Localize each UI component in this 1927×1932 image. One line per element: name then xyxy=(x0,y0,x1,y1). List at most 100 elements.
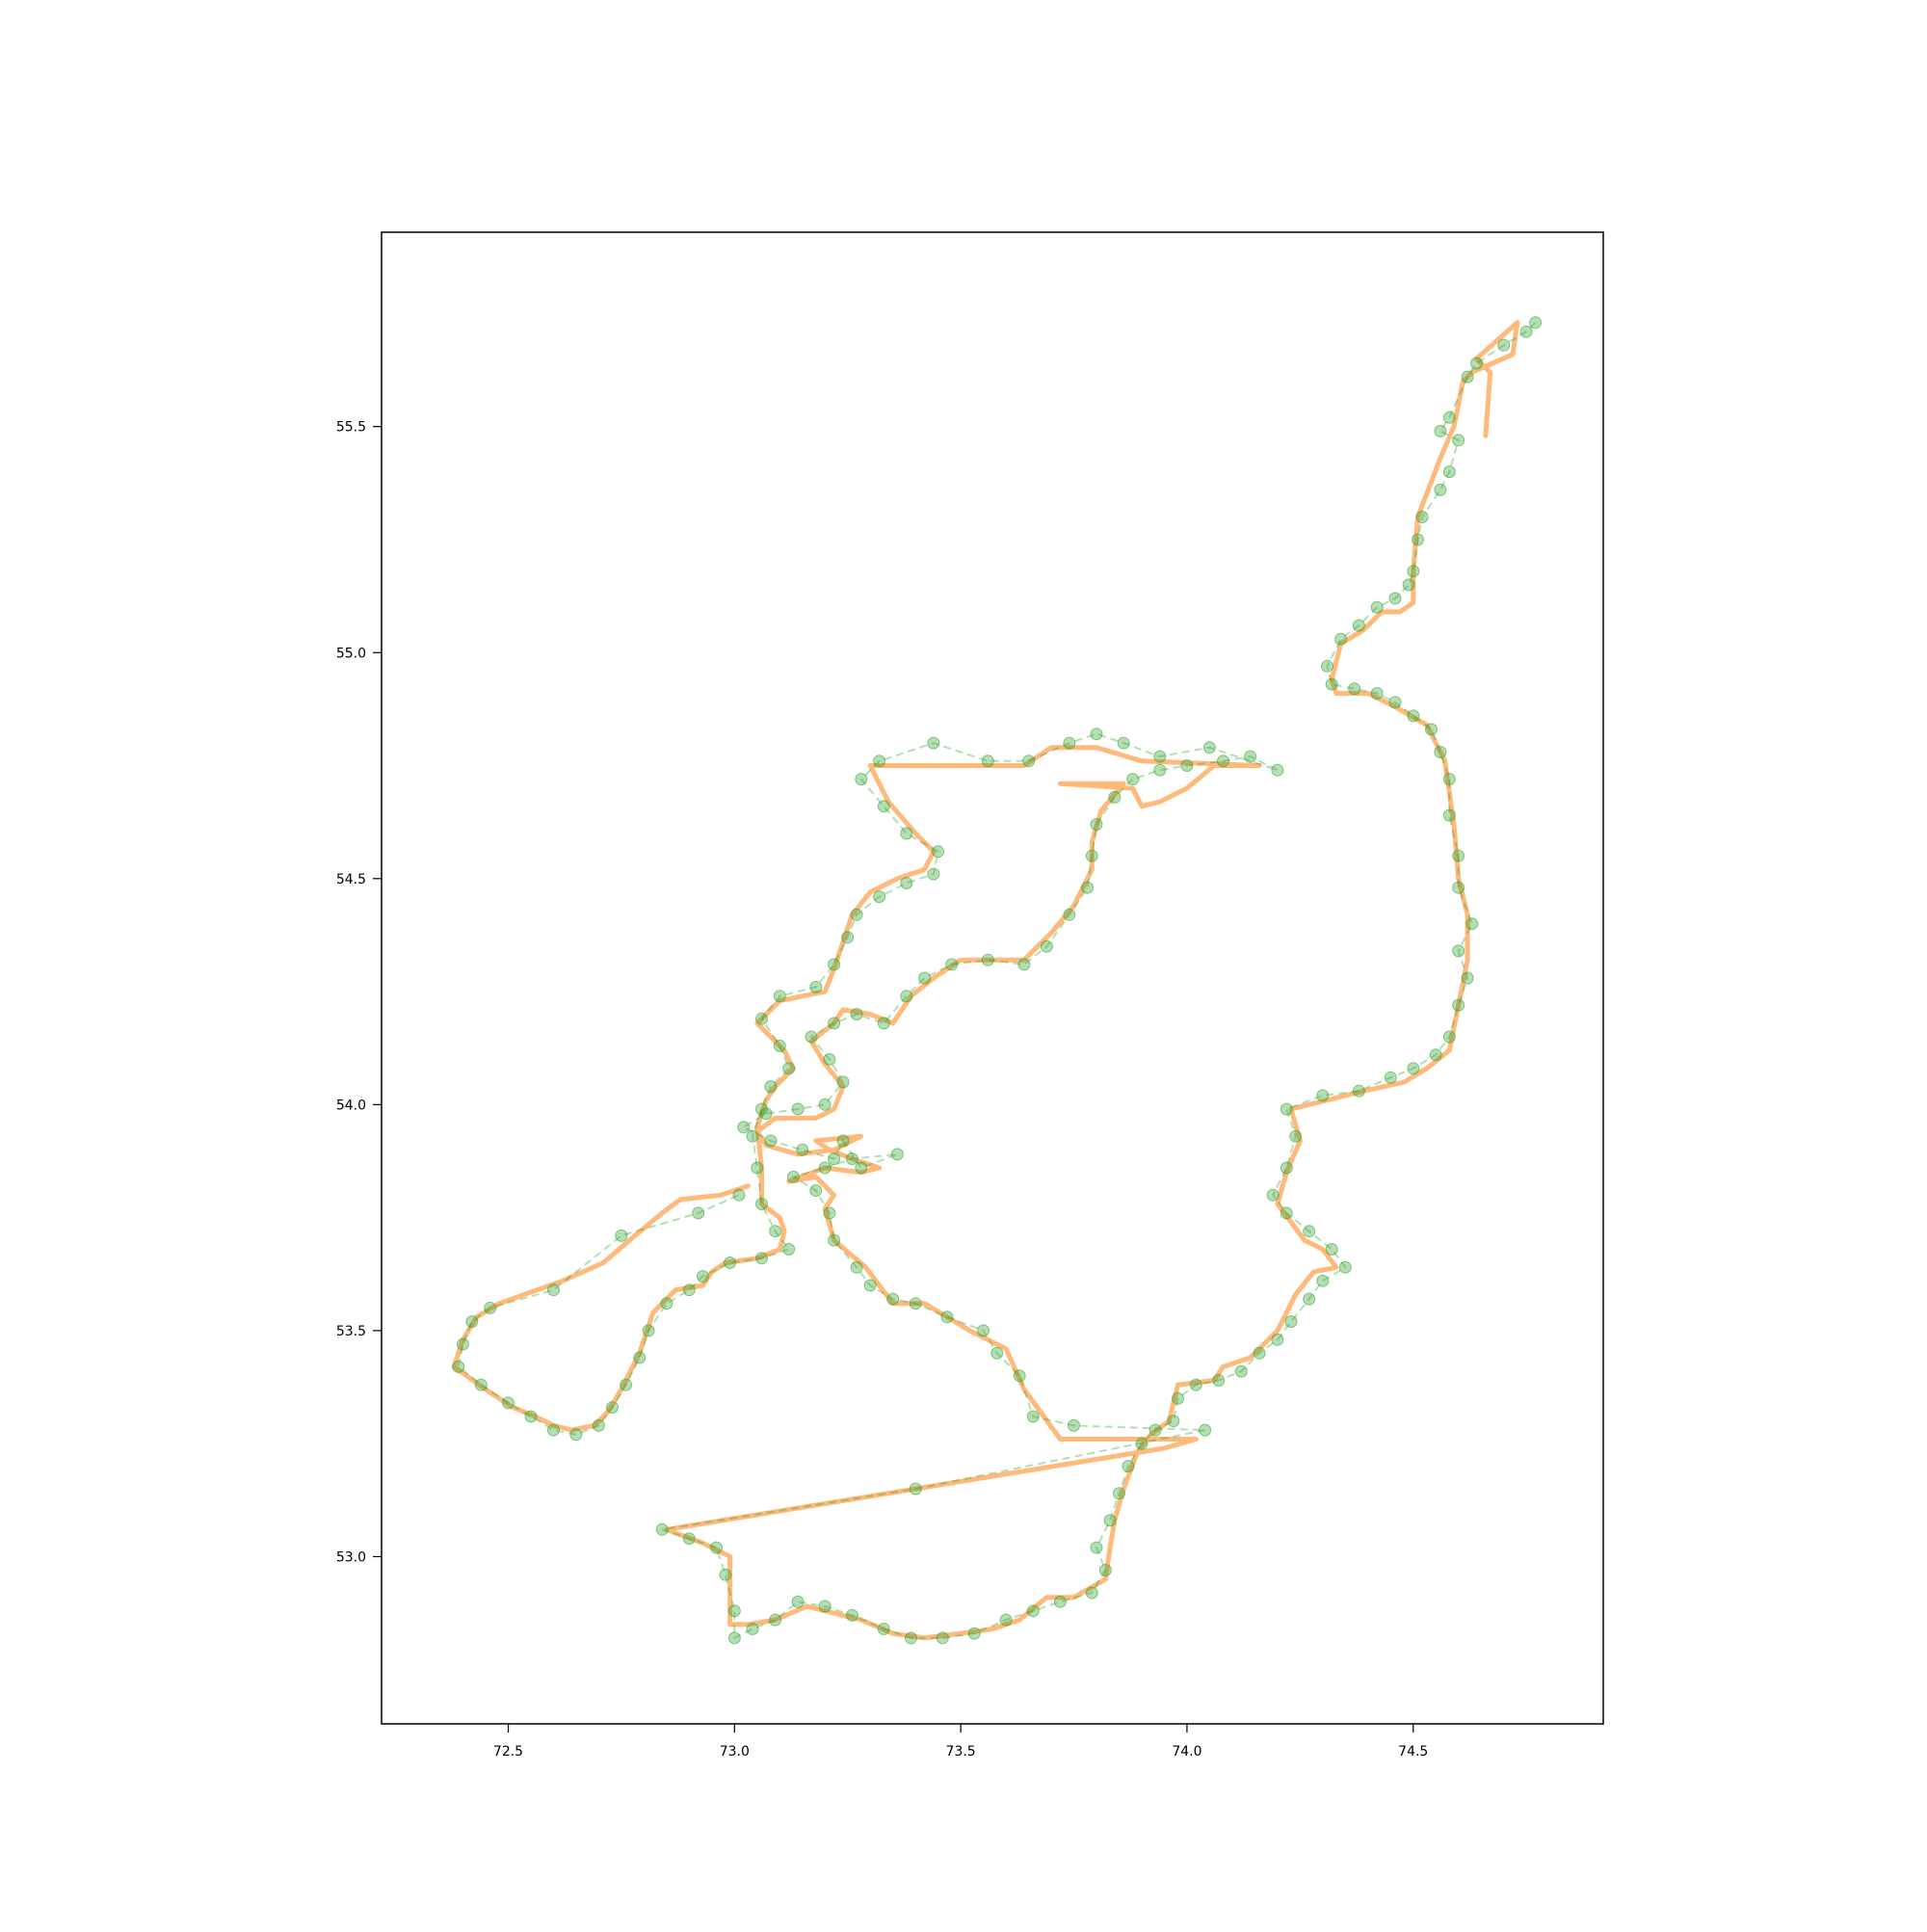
data-point xyxy=(1434,483,1447,496)
y-tick-label: 55.0 xyxy=(336,646,366,661)
data-point xyxy=(809,980,823,993)
data-point xyxy=(737,1121,751,1134)
data-point xyxy=(1135,1437,1148,1450)
data-point xyxy=(782,1062,796,1075)
data-point xyxy=(1098,1564,1112,1576)
data-point xyxy=(1388,592,1402,605)
data-point xyxy=(828,1017,841,1030)
data-point xyxy=(845,1608,858,1622)
series-layer xyxy=(451,316,1543,1645)
data-point xyxy=(1126,773,1140,786)
x-tick-label: 74.0 xyxy=(1172,1744,1201,1760)
data-point xyxy=(764,1080,778,1094)
data-point xyxy=(1180,759,1194,772)
data-point xyxy=(1253,1346,1266,1360)
data-point xyxy=(1415,511,1429,523)
data-point xyxy=(1063,908,1076,921)
data-point xyxy=(909,1482,922,1495)
data-point xyxy=(873,890,886,904)
data-point xyxy=(1338,1260,1352,1274)
data-point xyxy=(1090,1541,1103,1554)
data-point xyxy=(1153,763,1167,777)
data-point xyxy=(1402,578,1415,592)
data-point xyxy=(1442,808,1456,822)
data-point xyxy=(809,1184,823,1197)
data-point xyxy=(1352,619,1365,632)
data-point xyxy=(818,1098,832,1111)
data-point xyxy=(642,1324,655,1337)
data-point xyxy=(633,1351,647,1364)
data-point xyxy=(1352,1084,1365,1098)
data-point xyxy=(1103,1514,1117,1527)
data-point xyxy=(1271,763,1284,777)
data-point xyxy=(1280,1161,1293,1175)
data-point xyxy=(1289,1129,1303,1143)
data-point xyxy=(945,958,959,971)
data-point xyxy=(746,1129,759,1143)
data-point xyxy=(606,1401,619,1415)
data-point xyxy=(828,1152,841,1166)
data-point xyxy=(1085,849,1098,862)
data-point xyxy=(1090,728,1103,741)
data-point xyxy=(682,1532,696,1546)
data-point xyxy=(1316,1274,1330,1287)
data-point xyxy=(1461,370,1474,384)
data-point xyxy=(805,1030,818,1044)
data-point xyxy=(732,1188,746,1202)
data-point xyxy=(1199,1423,1212,1437)
data-point xyxy=(796,1143,809,1156)
data-point xyxy=(967,1627,981,1640)
data-point xyxy=(1434,746,1447,758)
data-point xyxy=(1122,1460,1135,1473)
x-tick-label: 73.5 xyxy=(946,1744,976,1760)
data-point xyxy=(620,1378,633,1391)
data-point xyxy=(1519,325,1533,338)
data-point xyxy=(710,1541,723,1554)
data-point xyxy=(1090,818,1103,831)
data-point xyxy=(877,800,890,813)
data-point xyxy=(1442,465,1456,479)
data-point xyxy=(850,1260,863,1274)
data-point xyxy=(1085,1586,1098,1600)
data-point xyxy=(1388,696,1402,709)
data-point xyxy=(900,827,913,840)
data-point xyxy=(981,754,994,768)
data-point xyxy=(845,1152,858,1166)
data-point xyxy=(1234,1364,1248,1378)
data-point xyxy=(1334,632,1348,646)
data-point xyxy=(786,1170,800,1183)
data-point xyxy=(886,1292,900,1306)
data-point xyxy=(769,1225,782,1238)
y-tick-label: 54.0 xyxy=(336,1098,366,1113)
data-point xyxy=(769,1613,782,1627)
data-point xyxy=(1370,600,1384,614)
data-point xyxy=(569,1428,583,1442)
data-point xyxy=(863,1279,877,1292)
data-point xyxy=(936,1631,949,1645)
data-point xyxy=(1497,338,1511,352)
data-point xyxy=(850,1008,863,1020)
data-point xyxy=(1425,723,1438,736)
data-point xyxy=(1026,1604,1040,1618)
data-point xyxy=(909,1297,922,1310)
data-point xyxy=(900,990,913,1003)
data-point xyxy=(719,1568,732,1581)
data-point xyxy=(828,958,841,971)
data-point xyxy=(932,845,945,859)
data-point xyxy=(1316,1089,1330,1102)
data-point xyxy=(782,1243,796,1256)
data-point xyxy=(660,1297,673,1310)
data-point xyxy=(1407,1062,1420,1075)
data-point xyxy=(1108,790,1122,804)
data-point xyxy=(1442,773,1456,786)
data-point xyxy=(1280,1206,1293,1220)
data-point xyxy=(484,1301,497,1314)
data-point xyxy=(751,1161,764,1175)
axes-frame xyxy=(381,231,1604,1725)
data-point xyxy=(1321,659,1333,673)
data-point xyxy=(682,1284,696,1297)
data-point xyxy=(1026,1410,1040,1423)
